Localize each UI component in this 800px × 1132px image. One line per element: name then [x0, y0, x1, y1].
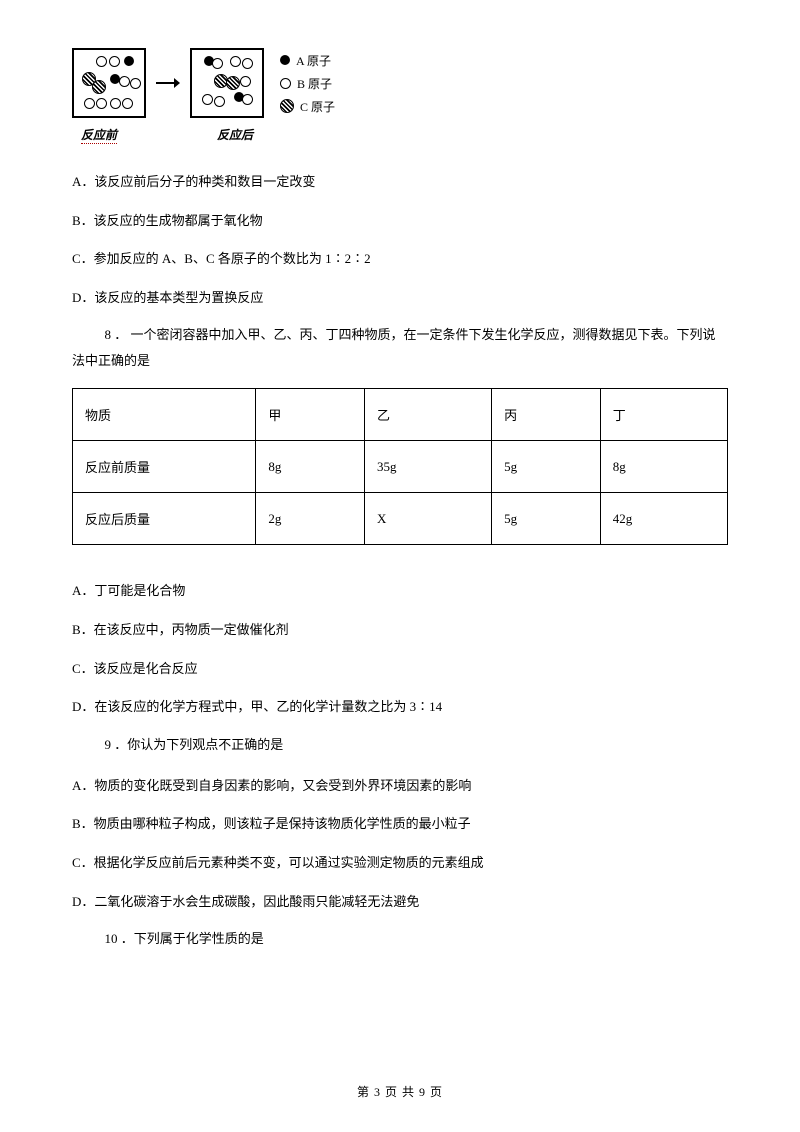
box-labels: 反应前 反应后 — [81, 126, 728, 144]
q7-option-d: D．该反应的基本类型为置换反应 — [72, 284, 728, 313]
q8-option-d: D．在该反应的化学方程式中，甲、乙的化学计量数之比为 3∶14 — [72, 693, 728, 722]
legend-c-label: C 原子 — [300, 98, 335, 115]
q8-intro: 8 ． 一个密闭容器中加入甲、乙、丙、丁四种物质，在一定条件下发生化学反应，测得… — [72, 322, 728, 374]
table-row: 反应前质量 8g 35g 5g 8g — [73, 441, 728, 493]
q7-option-a: A．该反应前后分子的种类和数目一定改变 — [72, 168, 728, 197]
before-box-label: 反应前 — [81, 126, 117, 144]
th-jia: 甲 — [256, 389, 365, 441]
legend-b-label: B 原子 — [297, 75, 332, 92]
q9-intro: 9 ．你认为下列观点不正确的是 — [72, 732, 728, 758]
row1-label: 反应前质量 — [73, 441, 256, 493]
arrow-icon — [156, 76, 180, 90]
q8-option-c: C．该反应是化合反应 — [72, 655, 728, 684]
table-row: 物质 甲 乙 丙 丁 — [73, 389, 728, 441]
q7-option-b: B．该反应的生成物都属于氧化物 — [72, 207, 728, 236]
legend-a: A 原子 — [280, 52, 335, 69]
reaction-diagram: A 原子 B 原子 C 原子 — [72, 48, 728, 118]
q7-option-c: C．参加反应的 A、B、C 各原子的个数比为 1∶2∶2 — [72, 245, 728, 274]
q9-option-d: D．二氧化碳溶于水会生成碳酸，因此酸雨只能减轻无法避免 — [72, 888, 728, 917]
legend: A 原子 B 原子 C 原子 — [280, 52, 335, 115]
q8-option-b: B．在该反应中，丙物质一定做催化剂 — [72, 616, 728, 645]
row2-c4: 42g — [600, 493, 727, 545]
row1-c4: 8g — [600, 441, 727, 493]
row2-label: 反应后质量 — [73, 493, 256, 545]
row1-c2: 35g — [365, 441, 492, 493]
legend-b: B 原子 — [280, 75, 335, 92]
table-row: 反应后质量 2g X 5g 42g — [73, 493, 728, 545]
legend-c: C 原子 — [280, 98, 335, 115]
data-table: 物质 甲 乙 丙 丁 反应前质量 8g 35g 5g 8g 反应后质量 2g X… — [72, 388, 728, 545]
legend-a-label: A 原子 — [296, 52, 331, 69]
page-footer: 第 3 页 共 9 页 — [0, 1083, 800, 1100]
after-box — [190, 48, 264, 118]
solid-dot-icon — [280, 55, 290, 65]
th-bing: 丙 — [492, 389, 601, 441]
before-box — [72, 48, 146, 118]
row2-c2: X — [365, 493, 492, 545]
hatch-dot-icon — [280, 99, 294, 113]
q9-option-c: C．根据化学反应前后元素种类不变，可以通过实验测定物质的元素组成 — [72, 849, 728, 878]
th-yi: 乙 — [365, 389, 492, 441]
q8-option-a: A．丁可能是化合物 — [72, 577, 728, 606]
q9-option-b: B．物质由哪种粒子构成，则该粒子是保持该物质化学性质的最小粒子 — [72, 810, 728, 839]
row2-c3: 5g — [492, 493, 601, 545]
after-box-label: 反应后 — [217, 126, 253, 144]
th-substance: 物质 — [73, 389, 256, 441]
q9-option-a: A．物质的变化既受到自身因素的影响，又会受到外界环境因素的影响 — [72, 772, 728, 801]
q10-intro: 10 ．下列属于化学性质的是 — [72, 926, 728, 952]
row2-c1: 2g — [256, 493, 365, 545]
th-ding: 丁 — [600, 389, 727, 441]
row1-c1: 8g — [256, 441, 365, 493]
open-dot-icon — [280, 78, 291, 89]
row1-c3: 5g — [492, 441, 601, 493]
